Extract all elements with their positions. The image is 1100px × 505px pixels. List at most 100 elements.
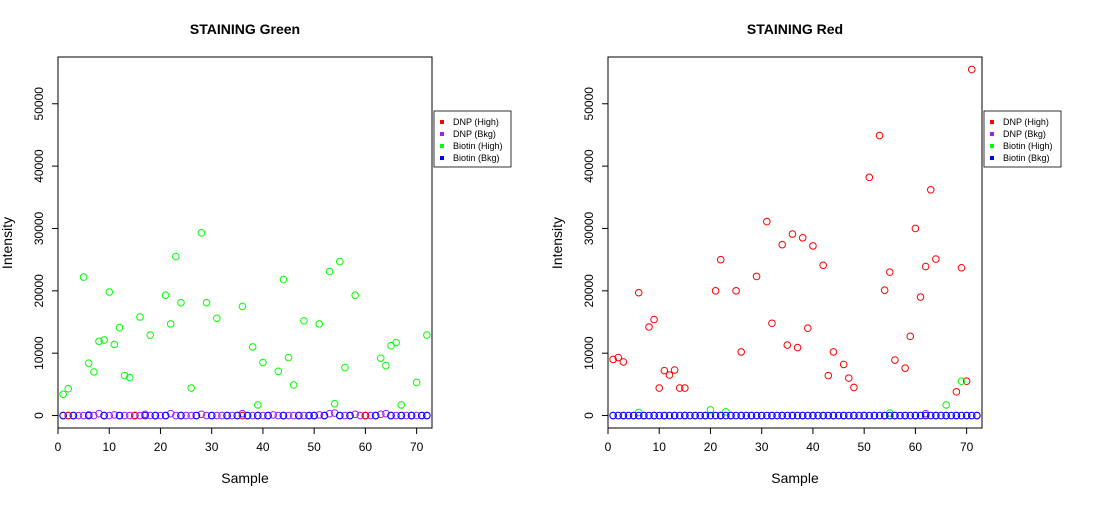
legend-swatch-biotin-high bbox=[990, 144, 994, 148]
y-tick-label: 10000 bbox=[32, 336, 46, 370]
data-point-dnp-bkg bbox=[376, 410, 385, 419]
data-point-biotin-bkg bbox=[834, 411, 843, 420]
data-point-biotin-bkg bbox=[798, 411, 807, 420]
data-point-dnp-bkg bbox=[248, 411, 257, 420]
chart-green: STAINING Green 0 10 20 30 40 50 60 70 0 10000 200… bbox=[0, 21, 512, 486]
data-point-biotin-bkg bbox=[310, 411, 318, 420]
data-point-biotin-bkg bbox=[763, 411, 771, 420]
data-point-biotin-bkg bbox=[243, 411, 252, 420]
data-point-biotin-bkg bbox=[305, 411, 313, 420]
data-point-dnp-high bbox=[732, 287, 740, 295]
data-point-biotin-bkg bbox=[691, 411, 699, 420]
data-point-biotin-bkg bbox=[829, 411, 838, 420]
data-point-dnp-bkg bbox=[269, 411, 277, 419]
data-point-biotin-high bbox=[254, 401, 262, 409]
data-point-dnp-high bbox=[681, 384, 689, 392]
data-point-biotin-bkg bbox=[69, 411, 78, 420]
legend-label-dnp-high: DNP (High) bbox=[453, 117, 499, 127]
data-point-dnp-high bbox=[660, 366, 669, 375]
data-point-biotin-high bbox=[161, 291, 170, 299]
data-point-dnp-high bbox=[645, 323, 653, 331]
data-point-biotin-high bbox=[259, 358, 267, 367]
data-point-dnp-bkg bbox=[187, 411, 196, 420]
data-point-biotin-bkg bbox=[752, 411, 761, 420]
data-point-biotin-high bbox=[335, 257, 344, 266]
data-point-biotin-high bbox=[248, 343, 257, 351]
data-point-dnp-bkg bbox=[382, 409, 390, 418]
y-tick-label: 40000 bbox=[32, 149, 46, 183]
data-point-biotin-bkg bbox=[737, 411, 746, 420]
data-point-biotin-bkg bbox=[891, 411, 899, 420]
chart-red-x-axis: 0 10 20 30 40 50 60 70 bbox=[605, 428, 974, 454]
data-point-biotin-bkg bbox=[860, 411, 868, 420]
data-point-dnp-high bbox=[737, 348, 746, 356]
data-point-biotin-high bbox=[115, 323, 124, 332]
data-point-biotin-bkg bbox=[962, 411, 971, 420]
data-point-dnp-bkg bbox=[351, 410, 359, 419]
series-biotin-bkg bbox=[59, 411, 431, 420]
y-tick-label: 50000 bbox=[32, 87, 46, 121]
data-point-dnp-high bbox=[716, 255, 725, 264]
chart-green-legend: DNP (High) DNP (Bkg) Biotin (High) Bioti… bbox=[433, 110, 512, 168]
data-point-biotin-high bbox=[125, 373, 134, 382]
data-point-biotin-bkg bbox=[387, 411, 395, 420]
data-point-dnp-bkg bbox=[125, 411, 134, 420]
data-point-dnp-bkg bbox=[274, 411, 283, 420]
data-point-biotin-bkg bbox=[819, 411, 827, 420]
data-point-dnp-high bbox=[952, 388, 961, 396]
data-point-biotin-high bbox=[146, 331, 155, 339]
data-point-dnp-high bbox=[238, 411, 247, 420]
data-point-biotin-bkg bbox=[650, 411, 658, 420]
data-point-dnp-high bbox=[901, 364, 909, 372]
data-point-biotin-bkg bbox=[115, 411, 124, 420]
data-point-biotin-bkg bbox=[59, 411, 67, 420]
data-point-biotin-bkg bbox=[335, 411, 344, 420]
data-point-biotin-bkg bbox=[346, 411, 354, 420]
data-point-biotin-bkg bbox=[921, 411, 930, 420]
y-tick-label: 30000 bbox=[32, 211, 46, 245]
x-tick-label: 0 bbox=[55, 440, 62, 454]
data-point-dnp-bkg bbox=[402, 411, 411, 420]
data-point-biotin-high bbox=[957, 377, 966, 386]
chart-red-legend-box bbox=[983, 110, 1062, 168]
legend-label-biotin-high: Biotin (High) bbox=[1003, 141, 1053, 151]
chart-green-plot-area bbox=[57, 56, 433, 429]
data-point-dnp-high bbox=[967, 65, 976, 74]
data-point-dnp-high bbox=[809, 242, 817, 250]
data-point-dnp-bkg bbox=[156, 411, 165, 420]
data-point-biotin-bkg bbox=[875, 411, 884, 420]
legend-label-biotin-high: Biotin (High) bbox=[453, 141, 503, 151]
data-point-dnp-high bbox=[711, 287, 720, 295]
data-point-dnp-bkg bbox=[315, 411, 324, 419]
data-point-dnp-bkg bbox=[202, 411, 211, 420]
legend-swatch-biotin-bkg bbox=[990, 156, 994, 160]
data-point-biotin-bkg bbox=[711, 411, 720, 420]
chart-red-y-axis-label: Intensity bbox=[549, 217, 565, 269]
x-tick-label: 50 bbox=[857, 440, 871, 454]
data-point-dnp-bkg bbox=[136, 411, 144, 420]
data-point-dnp-high bbox=[798, 234, 807, 242]
data-point-biotin-bkg bbox=[254, 411, 262, 420]
data-point-biotin-high bbox=[722, 407, 730, 416]
y-tick-label: 50000 bbox=[582, 87, 596, 121]
data-point-biotin-bkg bbox=[783, 411, 792, 420]
data-point-biotin-bkg bbox=[294, 411, 303, 420]
data-point-biotin-bkg bbox=[320, 411, 329, 420]
data-point-biotin-bkg bbox=[417, 411, 426, 420]
data-point-biotin-bkg bbox=[793, 411, 802, 420]
data-point-biotin-bkg bbox=[660, 411, 669, 420]
data-point-biotin-bkg bbox=[788, 411, 797, 420]
data-point-dnp-high bbox=[824, 371, 833, 380]
chart-green-legend-box bbox=[433, 110, 512, 168]
data-point-biotin-bkg bbox=[655, 411, 664, 420]
y-tick-label: 40000 bbox=[582, 149, 596, 183]
x-tick-label: 60 bbox=[909, 440, 923, 454]
data-point-biotin-high bbox=[187, 384, 196, 392]
data-point-biotin-bkg bbox=[727, 411, 735, 420]
data-point-biotin-bkg bbox=[264, 411, 272, 420]
data-point-biotin-high bbox=[84, 359, 93, 367]
legend-swatch-biotin-bkg bbox=[440, 156, 444, 160]
data-point-dnp-bkg bbox=[325, 409, 334, 418]
